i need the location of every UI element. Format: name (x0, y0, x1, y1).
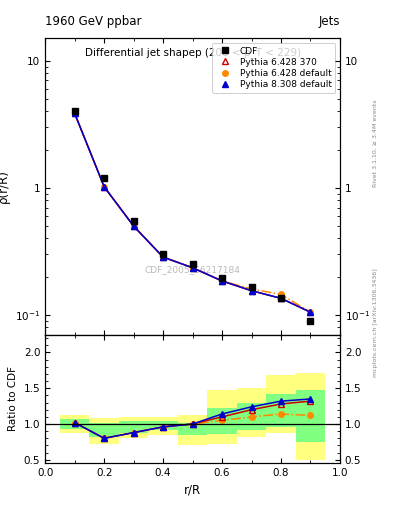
Line: Pythia 8.308 default: Pythia 8.308 default (71, 110, 314, 316)
Pythia 6.428 default (308, 309, 313, 315)
Pythia 6.428 default (131, 223, 136, 229)
Pythia 6.428 default (72, 111, 77, 117)
Pythia 6.428 default (220, 278, 224, 284)
CDF (279, 295, 283, 302)
Pythia 8.308 default (102, 184, 107, 190)
Pythia 8.308 default (161, 254, 165, 260)
Pythia 8.308 default (249, 288, 254, 294)
Pythia 6.428 370 (161, 254, 165, 260)
Pythia 8.308 default (220, 278, 224, 284)
Text: CDF_2005_S6217184: CDF_2005_S6217184 (145, 265, 241, 274)
Pythia 6.428 default (249, 286, 254, 292)
Pythia 8.308 default (279, 295, 283, 302)
Pythia 6.428 370 (131, 223, 136, 229)
Line: Pythia 6.428 default: Pythia 6.428 default (72, 111, 313, 315)
Y-axis label: Ratio to CDF: Ratio to CDF (8, 367, 18, 432)
CDF (102, 175, 107, 181)
Line: CDF: CDF (72, 108, 314, 324)
Pythia 6.428 370 (72, 111, 77, 117)
Pythia 6.428 default (279, 291, 283, 297)
Pythia 6.428 370 (190, 265, 195, 271)
Text: mcplots.cern.ch [arXiv:1306.3436]: mcplots.cern.ch [arXiv:1306.3436] (373, 268, 378, 377)
Pythia 8.308 default (131, 223, 136, 229)
Pythia 8.308 default (72, 111, 77, 117)
CDF (308, 317, 313, 324)
Pythia 6.428 default (102, 184, 107, 190)
Pythia 6.428 370 (220, 278, 224, 284)
Legend: CDF, Pythia 6.428 370, Pythia 6.428 default, Pythia 8.308 default: CDF, Pythia 6.428 370, Pythia 6.428 defa… (212, 43, 336, 93)
Text: Rivet 3.1.10, ≥ 3.4M events: Rivet 3.1.10, ≥ 3.4M events (373, 99, 378, 187)
CDF (220, 275, 224, 281)
Text: Jets: Jets (318, 15, 340, 28)
Text: 1960 GeV ppbar: 1960 GeV ppbar (45, 15, 142, 28)
CDF (131, 218, 136, 224)
CDF (190, 261, 195, 267)
Pythia 8.308 default (190, 265, 195, 271)
Pythia 6.428 370 (102, 184, 107, 190)
Pythia 6.428 370 (308, 309, 313, 315)
CDF (72, 108, 77, 114)
Pythia 6.428 370 (279, 295, 283, 302)
Pythia 6.428 370 (249, 288, 254, 294)
Pythia 6.428 default (190, 265, 195, 271)
CDF (161, 251, 165, 258)
Y-axis label: ρ(r/R): ρ(r/R) (0, 169, 9, 203)
CDF (249, 284, 254, 290)
Text: Differential jet shapep (208 < p_T < 229): Differential jet shapep (208 < p_T < 229… (84, 47, 301, 58)
X-axis label: r/R: r/R (184, 484, 201, 497)
Pythia 6.428 default (161, 254, 165, 260)
Pythia 8.308 default (308, 309, 313, 315)
Line: Pythia 6.428 370: Pythia 6.428 370 (71, 110, 314, 316)
